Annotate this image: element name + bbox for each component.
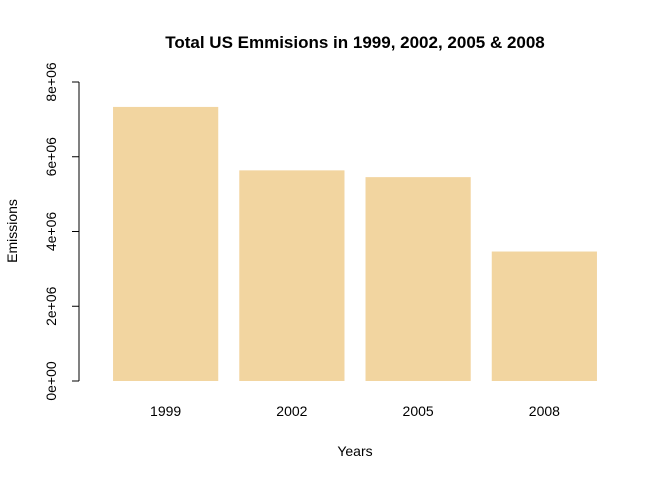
x-tick-label: 2008 [529,403,560,419]
bar-2008 [491,251,597,381]
x-tick-label: 2002 [276,403,307,419]
bar-2002 [239,170,345,381]
y-tick-label: 0e+00 [43,361,59,401]
y-tick-label: 6e+06 [43,137,59,177]
bar-1999 [113,106,219,381]
y-tick-label: 2e+06 [43,286,59,326]
bar-2005 [365,177,471,381]
x-tick-labels: 1999 2002 2005 2008 [150,403,560,419]
bars-group [113,106,597,381]
x-axis-label: Years [337,443,372,459]
y-tick-label: 8e+06 [43,62,59,102]
x-tick-label: 2005 [403,403,434,419]
y-axis-label: Emissions [4,199,20,263]
y-tick-label: 4e+06 [43,212,59,252]
x-tick-label: 1999 [150,403,181,419]
y-axis: 0e+00 2e+06 4e+06 6e+06 8e+06 [43,62,80,401]
chart-title: Total US Emmisions in 1999, 2002, 2005 &… [165,33,545,52]
